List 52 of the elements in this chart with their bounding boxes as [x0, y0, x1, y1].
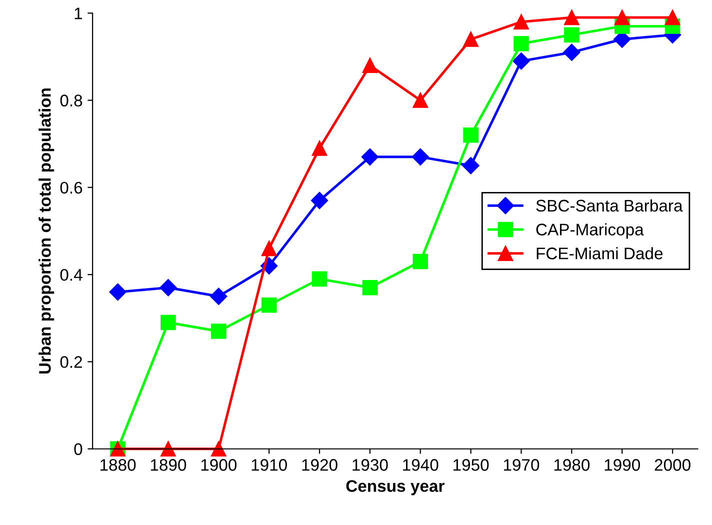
point [564, 10, 580, 26]
x-tick-label: 1920 [302, 459, 338, 471]
x-tick-label: 1980 [554, 459, 590, 471]
x-tick-label: 1940 [403, 459, 438, 471]
point [261, 297, 277, 313]
point [210, 288, 228, 305]
point [564, 27, 580, 43]
x-axis-title: Census year [346, 480, 444, 496]
y-tick-label: 0.2 [60, 356, 82, 368]
point [614, 10, 630, 26]
point [412, 92, 428, 108]
y-tick-label: 0.6 [60, 182, 82, 194]
y-tick-label: 0.8 [60, 94, 82, 106]
legend-label: SBC-Santa Barbara [536, 199, 683, 212]
point [312, 140, 328, 156]
y-tick-label: 0 [74, 443, 82, 456]
point [160, 279, 177, 296]
point [463, 127, 478, 143]
x-tick-label: 1910 [252, 459, 287, 471]
point [361, 148, 378, 166]
x-tick-label: 1990 [604, 459, 640, 471]
point [312, 271, 328, 287]
x-tick-label: 1930 [352, 459, 388, 471]
x-tick-label: 1900 [201, 459, 237, 471]
point [211, 324, 226, 339]
legend-label: FCE-Miami Dade [536, 247, 663, 260]
y-axis-title: Urban proportion of total population [38, 88, 54, 374]
point [462, 157, 480, 174]
point [412, 254, 428, 270]
point [514, 36, 529, 52]
point [261, 240, 277, 256]
point [664, 10, 680, 26]
point [362, 58, 378, 74]
y-tick-label: 0.4 [60, 268, 82, 281]
x-tick-label: 2000 [654, 459, 690, 471]
point [512, 52, 530, 70]
legend-label: CAP-Maricopa [536, 223, 644, 239]
x-tick-label: 1890 [150, 459, 186, 471]
point [211, 441, 226, 457]
point [160, 441, 176, 457]
point [109, 283, 126, 301]
point [563, 44, 580, 61]
y-tick-label: 1 [74, 8, 82, 20]
x-tick-label: 1950 [454, 459, 489, 471]
x-tick-label: 1880 [100, 459, 136, 471]
point [463, 32, 478, 47]
point [362, 280, 378, 296]
x-tick-label: 1970 [504, 459, 540, 471]
point [514, 14, 529, 30]
point [160, 314, 176, 330]
point [412, 148, 429, 166]
point [310, 192, 328, 210]
